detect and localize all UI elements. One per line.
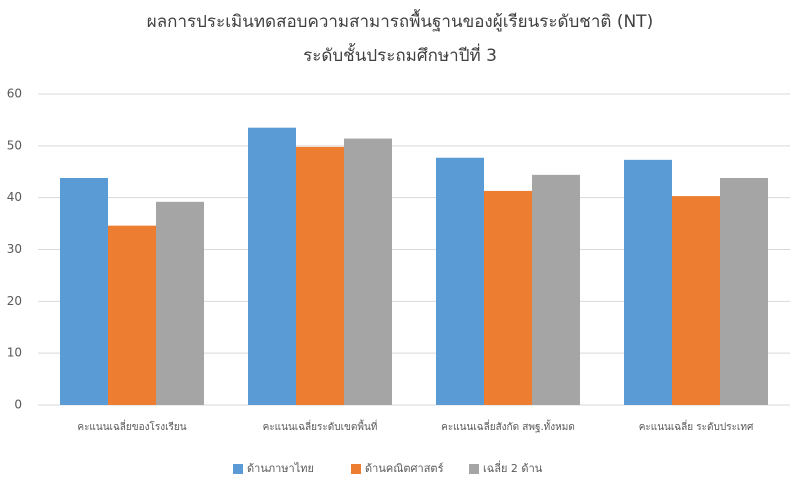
bar [436, 157, 484, 405]
chart-title: ผลการประเมินทดสอบความสามารถพื้นฐานของผู้… [147, 9, 653, 32]
bar [60, 177, 108, 405]
legend-label: เฉลี่ย 2 ด้าน [483, 460, 543, 475]
legend-swatch [351, 464, 361, 474]
bar [296, 146, 344, 405]
bar [532, 174, 580, 405]
bar [344, 138, 392, 405]
y-tick-label: 50 [7, 138, 22, 152]
x-tick-label: คะแนนเฉลี่ย ระดับประเทศ [639, 419, 754, 433]
chart-subtitle: ระดับชั้นประถมศึกษาปีที่ 3 [303, 43, 497, 66]
y-tick-label: 60 [7, 87, 22, 101]
bar [156, 201, 204, 405]
bar [720, 177, 768, 405]
legend-label: ด้านคณิตศาสตร์ [365, 462, 444, 475]
bar [484, 190, 532, 405]
legend-swatch [233, 464, 243, 474]
x-tick-label: คะแนนเฉลี่ยของโรงเรียน [77, 419, 186, 433]
bar [248, 127, 296, 406]
bar [108, 225, 156, 405]
legend-swatch [469, 464, 479, 474]
bar [672, 196, 720, 405]
y-tick-label: 20 [7, 294, 22, 308]
x-tick-label: คะแนนเฉลี่ยสังกัด สพฐ.ทั้งหมด [441, 419, 575, 433]
x-tick-label: คะแนนเฉลี่ยระดับเขตพื้นที่ [263, 419, 378, 433]
y-tick-label: 30 [7, 242, 22, 256]
y-tick-label: 0 [14, 398, 22, 412]
legend-label: ด้านภาษาไทย [247, 462, 314, 475]
y-tick-label: 10 [7, 346, 22, 360]
bar [624, 159, 672, 405]
y-tick-label: 40 [7, 190, 22, 204]
